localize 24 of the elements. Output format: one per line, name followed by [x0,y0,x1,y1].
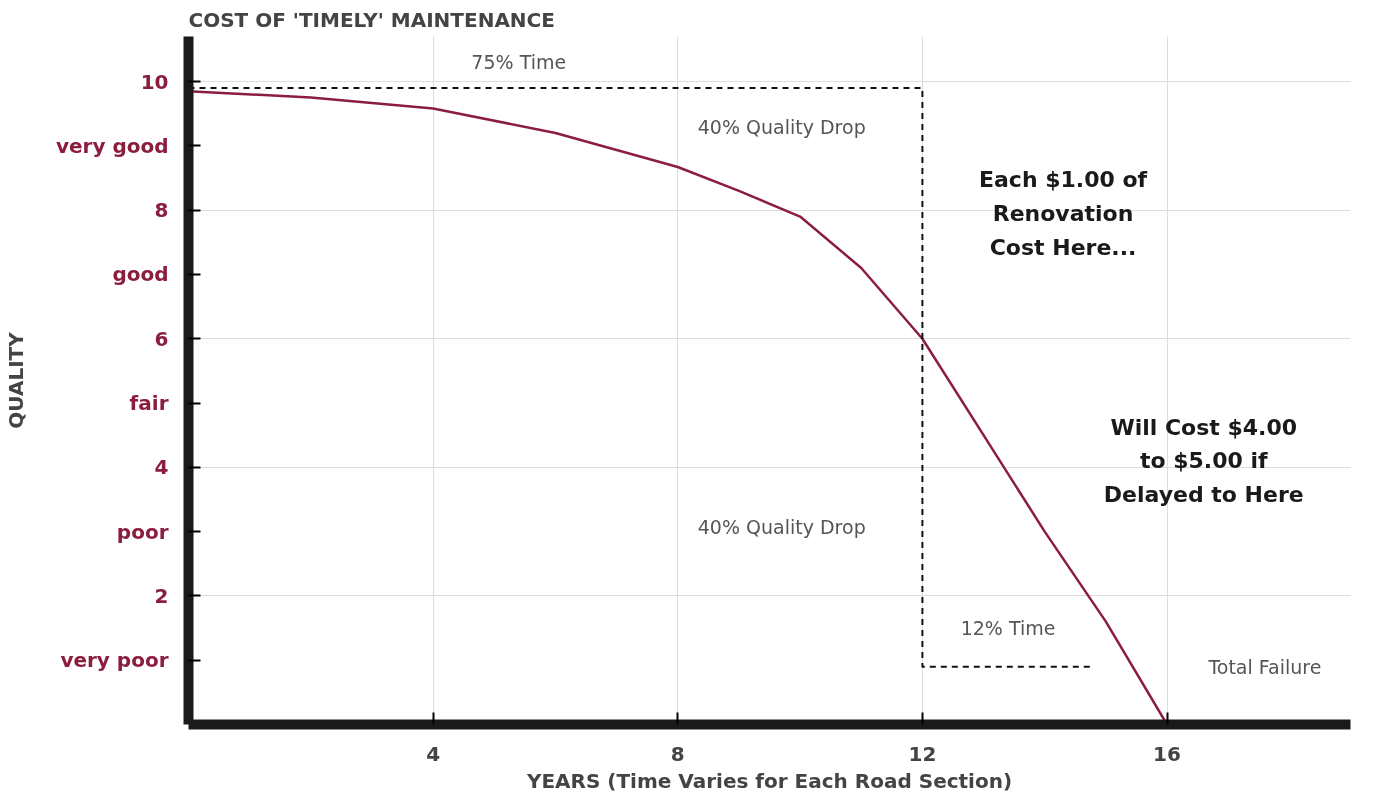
y-tick-label: fair [129,391,169,415]
y-tick-label: very poor [60,648,169,673]
y-tick-label: 10 [140,69,169,94]
y-tick-label: 4 [154,455,169,480]
annotation: Total Failure [1207,655,1322,678]
y-axis-title: QUALITY [3,331,28,429]
y-tick-label: 8 [154,198,169,223]
x-tick-label: 16 [1153,741,1181,766]
y-tick-label: very good [55,133,169,158]
annotation: 40% Quality Drop [697,516,866,539]
x-tick-label: 8 [670,741,685,766]
annotation: 12% Time [960,617,1056,640]
y-tick-label: good [112,262,169,287]
annotation: Will Cost $4.00 to $5.00 if Delayed to Here [1103,414,1304,508]
x-tick-label: 12 [908,741,937,766]
chart-title: COST OF 'TIMELY' MAINTENANCE [188,7,555,32]
y-tick-label: 2 [154,583,169,608]
annotation: 40% Quality Drop [697,115,866,138]
annotation: Each $1.00 of Renovation Cost Here... [978,167,1148,260]
x-tick-label: 4 [426,741,441,766]
x-axis-title: YEARS (Time Varies for Each Road Section) [525,768,1013,793]
annotation: 75% Time [471,51,567,74]
y-tick-label: poor [116,519,169,544]
y-tick-label: 6 [154,326,169,351]
